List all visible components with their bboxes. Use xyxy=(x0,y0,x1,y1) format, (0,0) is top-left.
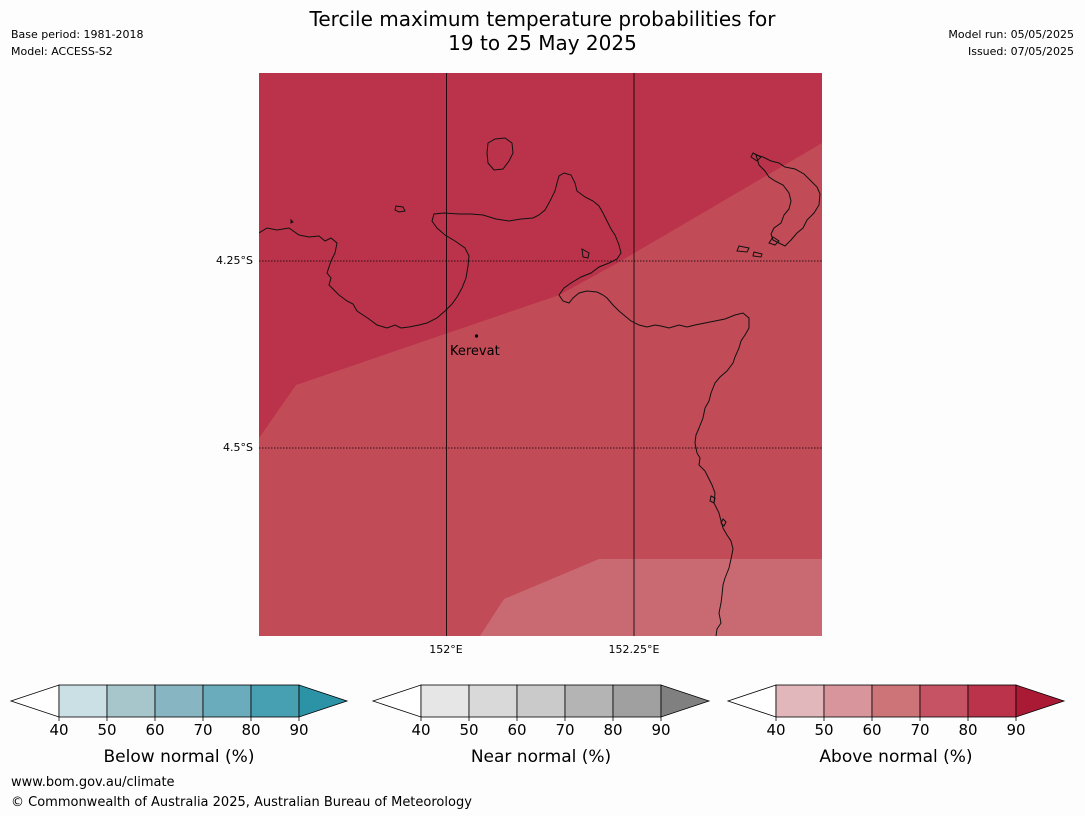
above-normal-tick-label: 80 xyxy=(958,721,977,739)
near-normal-tick-label: 40 xyxy=(411,721,430,739)
above-normal-tick-label: 70 xyxy=(910,721,929,739)
above-normal-segment xyxy=(919,684,969,718)
below-normal-tick-label: 80 xyxy=(241,721,260,739)
watom-island xyxy=(486,137,514,171)
colorbar-near-normal: 40 50 60 70 80 90 Near normal (%) xyxy=(371,684,711,767)
small-island-inlet xyxy=(581,248,590,259)
below-normal-high-arrow xyxy=(298,684,349,718)
above-normal-low-arrow xyxy=(726,684,777,718)
above-normal-tick-label: 50 xyxy=(814,721,833,739)
below-normal-segment xyxy=(250,684,300,718)
title-line-1: Tercile maximum temperature probabilitie… xyxy=(309,7,776,31)
above-normal-segment xyxy=(871,684,921,718)
model-text: Model: ACCESS-S2 xyxy=(11,45,113,58)
below-normal-low-arrow xyxy=(9,684,60,718)
below-normal-tick-label: 70 xyxy=(193,721,212,739)
coastline xyxy=(259,137,821,636)
title-line-2: 19 to 25 May 2025 xyxy=(448,31,637,55)
issued-text: Issued: 07/05/2025 xyxy=(967,45,1074,58)
above-normal-segment xyxy=(775,684,825,718)
lat-label-4-5: 4.5°S xyxy=(223,441,253,454)
near-normal-tick-label: 90 xyxy=(651,721,670,739)
footer-copyright: © Commonwealth of Australia 2025, Austra… xyxy=(11,795,472,810)
footer-website: www.bom.gov.au/climate xyxy=(11,775,175,790)
zone-above-70-80 xyxy=(259,143,822,636)
probability-map: Kerevat xyxy=(259,73,822,636)
islet-coast-1 xyxy=(709,495,716,504)
below-normal-tick-label: 40 xyxy=(49,721,68,739)
near-normal-segment xyxy=(516,684,566,718)
below-normal-tick-label: 60 xyxy=(145,721,164,739)
above-normal-tick-label: 40 xyxy=(766,721,785,739)
small-island-north-east xyxy=(750,152,762,162)
near-normal-tick-label: 60 xyxy=(507,721,526,739)
colorbar-below-normal-label: Below normal (%) xyxy=(104,747,255,767)
small-island-east-2 xyxy=(752,251,763,258)
colorbar-below-normal: 40 50 60 70 80 90 Below normal (%) xyxy=(9,684,349,767)
graticule xyxy=(259,73,822,636)
near-normal-tick-label: 50 xyxy=(459,721,478,739)
below-normal-segment xyxy=(58,684,108,718)
islet-coast-3 xyxy=(290,218,294,224)
above-normal-high-arrow xyxy=(1015,684,1066,718)
below-normal-tick-label: 50 xyxy=(97,721,116,739)
near-normal-segment xyxy=(420,684,470,718)
near-normal-segment xyxy=(564,684,614,718)
small-island-east-3 xyxy=(768,236,780,246)
above-normal-segment xyxy=(967,684,1017,718)
lon-label-152-25: 152.25°E xyxy=(608,643,660,656)
kerevat-marker xyxy=(474,334,479,338)
colorbar-above-normal: 40 50 60 70 80 90 Above normal (%) xyxy=(726,684,1066,767)
colorbar-near-normal-label: Near normal (%) xyxy=(471,747,611,767)
base-period-text: Base period: 1981-2018 xyxy=(11,28,144,41)
small-island-east-1 xyxy=(736,245,750,253)
below-normal-segment xyxy=(154,684,204,718)
near-normal-segment xyxy=(612,684,662,718)
near-normal-high-arrow xyxy=(660,684,711,718)
below-normal-tick-label: 90 xyxy=(289,721,308,739)
colorbar-above-normal-label: Above normal (%) xyxy=(819,747,972,767)
zone-above-60-70 xyxy=(480,559,822,636)
above-normal-tick-label: 60 xyxy=(862,721,881,739)
lon-label-152: 152°E xyxy=(429,643,463,656)
above-normal-tick-label: 90 xyxy=(1006,721,1025,739)
model-run-text: Model run: 05/05/2025 xyxy=(948,28,1074,41)
below-normal-segment xyxy=(106,684,156,718)
above-normal-segment xyxy=(823,684,873,718)
map-title: Tercile maximum temperature probabilitie… xyxy=(0,7,1085,55)
gazelle-peninsula-coast xyxy=(259,172,750,636)
lat-label-4-25: 4.25°S xyxy=(216,254,253,267)
near-normal-segment xyxy=(468,684,518,718)
near-normal-tick-label: 70 xyxy=(555,721,574,739)
below-normal-segment xyxy=(202,684,252,718)
small-island-west xyxy=(394,205,406,213)
islet-coast-2 xyxy=(720,518,727,527)
duke-of-york-islands xyxy=(755,154,821,247)
near-normal-tick-label: 80 xyxy=(603,721,622,739)
kerevat-label: Kerevat xyxy=(450,344,500,359)
near-normal-low-arrow xyxy=(371,684,422,718)
